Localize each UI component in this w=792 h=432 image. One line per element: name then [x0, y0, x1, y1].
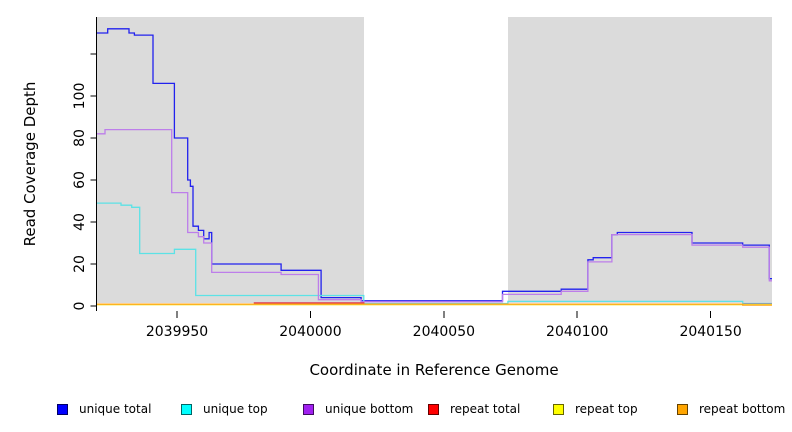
line-unique-bottom — [97, 128, 772, 303]
x-tick-label: 2040050 — [413, 324, 475, 340]
y-tick-label: 80 — [72, 129, 88, 147]
y-tick-label: 100 — [72, 83, 88, 110]
x-tick-label: 2040150 — [679, 324, 741, 340]
y-tick-label: 20 — [72, 255, 88, 273]
shaded-region — [507, 17, 772, 303]
x-tick-label: 2040100 — [546, 324, 608, 340]
x-axis-title: Coordinate in Reference Genome — [309, 361, 559, 379]
line-repeat-bottom — [97, 303, 772, 306]
x-tick-label: 2040000 — [279, 324, 341, 340]
y-tick-label: 0 — [72, 302, 88, 311]
shaded-region — [97, 17, 364, 303]
line-unique-top — [97, 202, 772, 305]
y-tick-label: 40 — [72, 213, 88, 231]
x-tick-label: 2039950 — [146, 324, 208, 340]
y-tick-label: 60 — [72, 171, 88, 189]
y-axis-title: Read Coverage Depth — [21, 81, 39, 247]
